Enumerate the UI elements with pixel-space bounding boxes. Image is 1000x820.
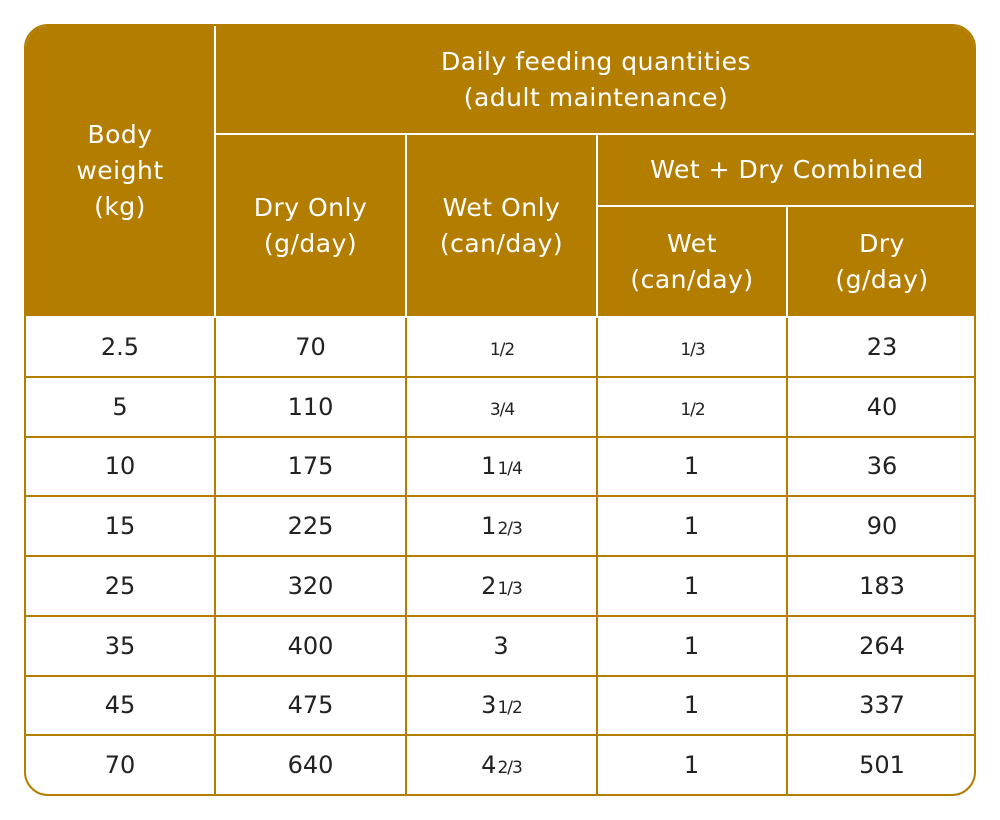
cell-combined-wet: 1 xyxy=(596,555,788,617)
cell-body-weight: 35 xyxy=(26,614,216,677)
fraction: 3/4 xyxy=(489,399,515,420)
cell-body-weight: 70 xyxy=(26,734,216,794)
whole-number: 1 xyxy=(683,631,700,660)
table-row: 25 320 21/3 1 183 xyxy=(26,555,974,617)
whole-number: 1 xyxy=(481,452,497,481)
cell-dry-only: 225 xyxy=(214,495,407,557)
fraction: 1/2 xyxy=(680,399,705,420)
whole-number: 3 xyxy=(481,691,497,720)
table-row: 35 400 3 1 264 xyxy=(26,614,974,677)
cell-combined-dry: 90 xyxy=(786,495,974,557)
cell-dry-only: 400 xyxy=(214,614,407,677)
cell-combined-wet: 1 xyxy=(596,495,788,557)
cell-combined-wet: 1 xyxy=(596,674,788,737)
cell-wet-only: 12/3 xyxy=(405,495,598,557)
header-wet-only: Wet Only (can/day) xyxy=(405,133,598,318)
cell-wet-only: 1/2 xyxy=(405,316,598,378)
cell-wet-only: 31/2 xyxy=(405,674,598,737)
header-dry-only: Dry Only (g/day) xyxy=(215,133,407,318)
fraction: 2/3 xyxy=(497,758,522,779)
whole-number: 4 xyxy=(481,751,497,780)
cell-combined-dry: 501 xyxy=(786,734,974,794)
cell-dry-only: 175 xyxy=(214,435,407,498)
cell-combined-dry: 183 xyxy=(786,555,974,617)
fraction: 2/3 xyxy=(497,519,522,540)
cell-body-weight: 2.5 xyxy=(26,316,216,378)
cell-dry-only: 320 xyxy=(214,555,407,617)
cell-combined-wet: 1/3 xyxy=(596,316,788,378)
cell-body-weight: 15 xyxy=(26,495,216,557)
whole-number: 1 xyxy=(481,512,497,541)
cell-body-weight: 45 xyxy=(26,674,216,737)
table-row: 45 475 31/2 1 337 xyxy=(26,674,974,737)
cell-wet-only: 11/4 xyxy=(405,435,598,498)
cell-wet-only: 3/4 xyxy=(405,375,598,438)
cell-combined-dry: 36 xyxy=(786,435,974,498)
whole-number: 3 xyxy=(493,631,509,660)
cell-wet-only: 42/3 xyxy=(405,734,598,794)
feeding-table: Body weight (kg) Daily feeding quantitie… xyxy=(26,26,974,794)
fraction: 1/2 xyxy=(489,339,515,360)
whole-number: 1 xyxy=(683,571,700,600)
whole-number: 2 xyxy=(481,571,497,600)
cell-wet-only: 3 xyxy=(405,614,598,677)
header-daily-quantities: Daily feeding quantities (adult maintena… xyxy=(214,26,974,135)
fraction: 1/4 xyxy=(497,459,522,480)
cell-body-weight: 5 xyxy=(26,375,216,438)
cell-combined-dry: 264 xyxy=(786,614,974,677)
cell-body-weight: 25 xyxy=(26,555,216,617)
cell-combined-wet: 1 xyxy=(596,614,788,677)
cell-dry-only: 70 xyxy=(214,316,407,378)
cell-combined-wet: 1 xyxy=(596,734,788,794)
cell-dry-only: 640 xyxy=(214,734,407,794)
fraction: 1/2 xyxy=(497,698,522,719)
header-combined-dry: Dry (g/day) xyxy=(786,205,974,318)
whole-number: 1 xyxy=(683,691,700,720)
cell-combined-dry: 23 xyxy=(786,316,974,378)
cell-combined-wet: 1 xyxy=(596,435,788,498)
fraction: 1/3 xyxy=(497,578,522,599)
cell-dry-only: 475 xyxy=(214,674,407,737)
cell-wet-only: 21/3 xyxy=(405,555,598,617)
table-row: 5 110 3/4 1/2 40 xyxy=(26,375,974,438)
cell-combined-dry: 337 xyxy=(786,674,974,737)
table-row: 15 225 12/3 1 90 xyxy=(26,495,974,557)
table-row: 2.5 70 1/2 1/3 23 xyxy=(26,316,974,378)
fraction: 1/3 xyxy=(680,339,705,360)
cell-combined-wet: 1/2 xyxy=(596,375,788,438)
whole-number: 1 xyxy=(683,751,700,780)
table-row: 10 175 11/4 1 36 xyxy=(26,435,974,498)
cell-dry-only: 110 xyxy=(214,375,407,438)
cell-body-weight: 10 xyxy=(26,435,216,498)
cell-combined-dry: 40 xyxy=(786,375,974,438)
feeding-table-container: Body weight (kg) Daily feeding quantitie… xyxy=(24,24,976,796)
header-wet-dry-combined: Wet + Dry Combined xyxy=(596,133,974,207)
header-combined-wet: Wet (can/day) xyxy=(597,205,788,318)
whole-number: 1 xyxy=(683,512,700,541)
table-row: 70 640 42/3 1 501 xyxy=(26,734,974,794)
whole-number: 1 xyxy=(683,452,700,481)
header-body-weight: Body weight (kg) xyxy=(26,26,216,318)
